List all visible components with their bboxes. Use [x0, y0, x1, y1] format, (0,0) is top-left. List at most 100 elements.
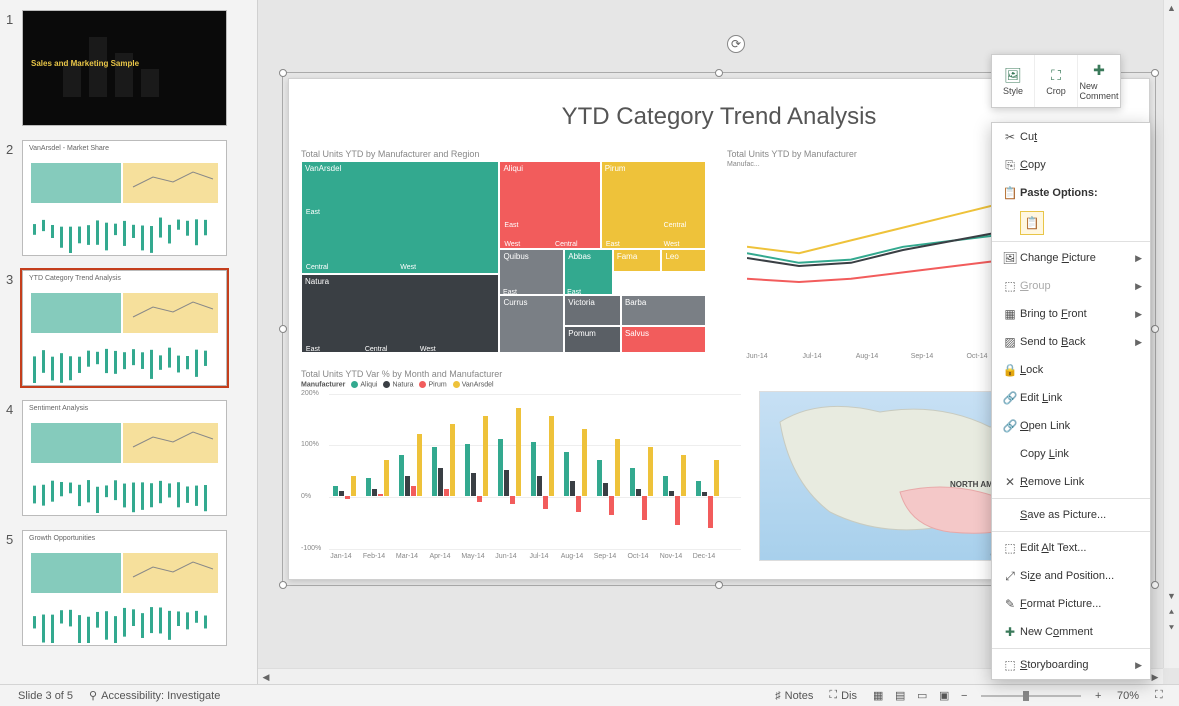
menu-icon: ✂: [1000, 130, 1020, 144]
slide-canvas: ▲ ▼⯅⯆ ⟳ YTD Category Trend Analysis Tota…: [258, 0, 1179, 684]
slide-thumbnail-5[interactable]: Growth Opportunities: [22, 530, 227, 646]
menu-edit-alt-text-[interactable]: ⬚ Edit Alt Text...: [992, 534, 1150, 562]
prev-slide-icon[interactable]: ⯅: [1164, 604, 1179, 620]
treemap-cell: AbbasEast: [564, 249, 613, 295]
bar: [564, 452, 569, 496]
bar: [714, 460, 719, 496]
bar: [351, 476, 356, 497]
resize-handle-sw[interactable]: [279, 581, 287, 589]
bar: [543, 496, 548, 509]
slide-thumbnail-2[interactable]: VanArsdel - Market Share: [22, 140, 227, 256]
bar: [378, 494, 383, 497]
menu-send-to-back[interactable]: ▨ Send to Back ▶: [992, 328, 1150, 356]
scroll-up-icon[interactable]: ▲: [1164, 0, 1179, 16]
resize-handle-se[interactable]: [1151, 581, 1159, 589]
mini-new-comment-button[interactable]: ✚ NewComment: [1078, 55, 1120, 107]
menu-change-picture[interactable]: 🖼 Change Picture ▶: [992, 244, 1150, 272]
bar: [483, 416, 488, 497]
resize-handle-w[interactable]: [279, 325, 287, 333]
slideshow-button[interactable]: ▣: [931, 685, 953, 706]
mini-style-button[interactable]: 🖼 Style: [992, 55, 1035, 107]
line-chart-title: Total Units YTD by Manufacturer: [727, 149, 857, 159]
menu-remove-link[interactable]: ✕ Remove Link: [992, 468, 1150, 496]
scroll-left-icon[interactable]: ◀: [258, 669, 274, 684]
thumbnail-panel[interactable]: 1Sales and Marketing Sample2VanArsdel - …: [0, 0, 258, 684]
slide-counter[interactable]: Slide 3 of 5: [10, 685, 81, 706]
bar: [696, 481, 701, 497]
submenu-arrow-icon: ▶: [1135, 337, 1142, 348]
menu-bring-to-front[interactable]: ▦ Bring to Front ▶: [992, 300, 1150, 328]
menu-save-as-picture-[interactable]: Save as Picture...: [992, 501, 1150, 529]
menu-size-and-position-[interactable]: ⤢ Size and Position...: [992, 562, 1150, 590]
bar: [504, 470, 509, 496]
vertical-scrollbar[interactable]: ▲ ▼⯅⯆: [1163, 0, 1179, 668]
normal-view-button[interactable]: ▦: [865, 685, 887, 706]
bar: [630, 468, 635, 497]
menu-icon: ▨: [1000, 335, 1020, 349]
accessibility-button[interactable]: ⚲Accessibility: Investigate: [81, 685, 228, 706]
zoom-slider[interactable]: [981, 695, 1081, 697]
crop-icon: ⛶: [1051, 67, 1061, 84]
bar: [681, 455, 686, 497]
bar: [432, 447, 437, 496]
scroll-down-icon[interactable]: ▼: [1164, 588, 1179, 604]
menu-new-comment[interactable]: ✚ New Comment: [992, 618, 1150, 646]
menu-paste-options-[interactable]: 📋 Paste Options:: [992, 179, 1150, 207]
menu-copy-link[interactable]: Copy Link: [992, 440, 1150, 468]
fit-button[interactable]: ⛶: [1147, 685, 1169, 706]
menu-storyboarding[interactable]: ⬚ Storyboarding ▶: [992, 651, 1150, 679]
mini-crop-button[interactable]: ⛶ Crop: [1035, 55, 1078, 107]
display-icon: ⛶: [829, 689, 837, 702]
thumb-number: 5: [6, 530, 22, 646]
rotate-handle[interactable]: ⟳: [727, 35, 745, 53]
slide-thumbnail-1[interactable]: Sales and Marketing Sample: [22, 10, 227, 126]
resize-handle-ne[interactable]: [1151, 69, 1159, 77]
bar: [516, 408, 521, 496]
slide-thumbnail-4[interactable]: Sentiment Analysis: [22, 400, 227, 516]
menu-icon: ⬚: [1000, 541, 1020, 555]
menu-icon: ⤢: [1000, 569, 1020, 584]
menu-icon: ⬚: [1000, 279, 1020, 293]
bar: [498, 439, 503, 496]
reading-view-button[interactable]: ▭: [909, 685, 931, 706]
menu-open-link[interactable]: 🔗 Open Link: [992, 412, 1150, 440]
slide-thumbnail-3[interactable]: YTD Category Trend Analysis: [22, 270, 227, 386]
bar: [702, 492, 707, 496]
notes-button[interactable]: ♯Notes: [767, 685, 821, 706]
treemap-cell: QuibusEast: [499, 249, 564, 295]
x-axis-tick: Sep-14: [911, 353, 934, 360]
x-axis-tick: Oct-14: [966, 353, 987, 360]
bar: [444, 489, 449, 497]
bar: [417, 434, 422, 496]
legend-label: Manufac...: [727, 161, 760, 168]
resize-handle-nw[interactable]: [279, 69, 287, 77]
resize-handle-s[interactable]: [715, 581, 723, 589]
paste-keep-formatting-button[interactable]: 📋: [1020, 211, 1044, 235]
menu-lock[interactable]: 🔒 Lock: [992, 356, 1150, 384]
bar: [399, 455, 404, 497]
treemap-cell: Pomum: [564, 326, 621, 353]
thumb-number: 4: [6, 400, 22, 516]
menu-format-picture-[interactable]: ✎ Format Picture...: [992, 590, 1150, 618]
zoom-out-button[interactable]: −: [953, 685, 975, 706]
x-axis-tick: Jun-14: [746, 353, 767, 360]
thumb-number: 1: [6, 10, 22, 126]
zoom-percent[interactable]: 70%: [1109, 685, 1147, 706]
treemap-chart: Total Units YTD by Manufacturer and Regi…: [301, 149, 711, 353]
menu-copy[interactable]: ⎘ Copy: [992, 151, 1150, 179]
bar: [603, 483, 608, 496]
bar: [549, 416, 554, 497]
menu-edit-link[interactable]: 🔗 Edit Link: [992, 384, 1150, 412]
next-slide-icon[interactable]: ⯆: [1164, 620, 1179, 636]
submenu-arrow-icon: ▶: [1135, 281, 1142, 292]
bar: [372, 489, 377, 497]
resize-handle-n[interactable]: [715, 69, 723, 77]
zoom-in-button[interactable]: +: [1087, 685, 1109, 706]
notes-icon: ♯: [775, 690, 781, 702]
bar: [609, 496, 614, 514]
menu-cut[interactable]: ✂ Cut: [992, 123, 1150, 151]
menu-separator: [992, 498, 1150, 499]
treemap-cell: Victoria: [564, 295, 621, 326]
sorter-view-button[interactable]: ▤: [887, 685, 909, 706]
display-button[interactable]: ⛶Dis: [821, 685, 865, 706]
